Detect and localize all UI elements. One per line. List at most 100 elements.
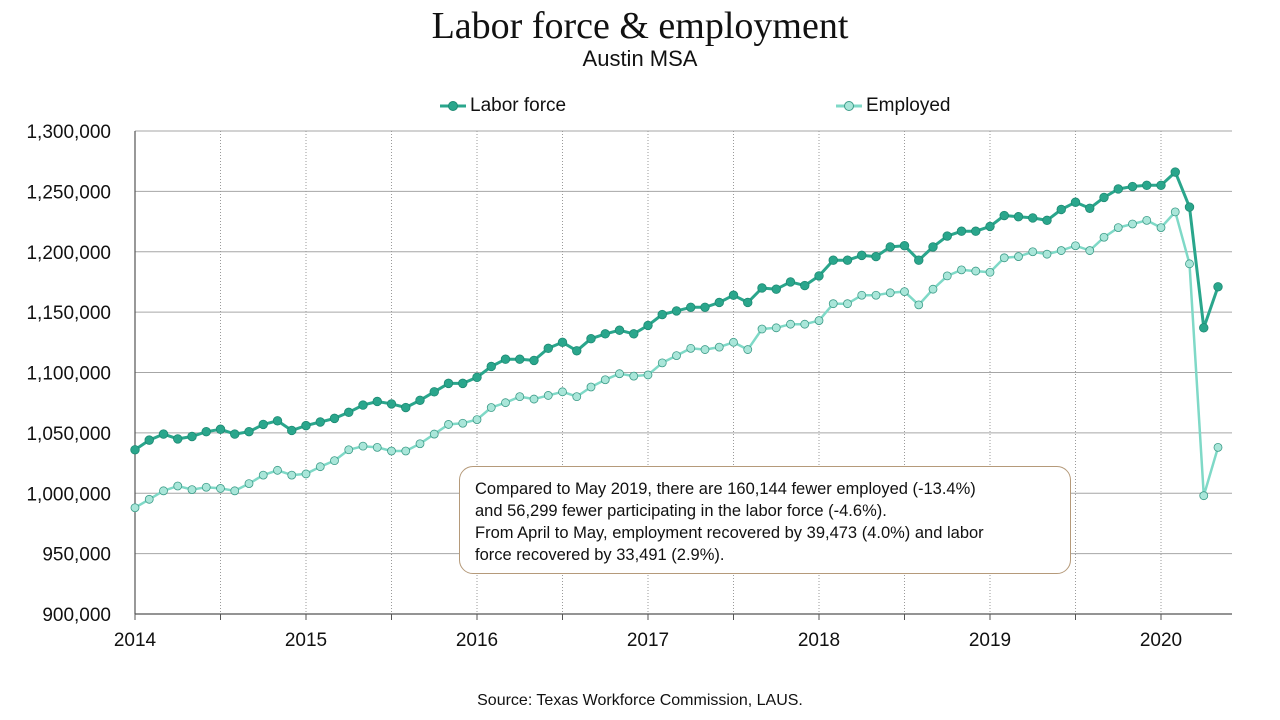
legend-marker-employed (836, 101, 862, 111)
data-point-employed (1071, 241, 1080, 251)
data-point-employed (130, 503, 140, 513)
x-tick-label: 2017 (627, 630, 669, 651)
data-point-labor-force (714, 297, 724, 308)
data-point-labor-force (130, 445, 140, 455)
data-point-employed (273, 465, 282, 475)
data-point-employed (1142, 215, 1152, 225)
data-point-employed (615, 369, 624, 379)
data-point-employed (1156, 223, 1166, 233)
data-point-labor-force (301, 420, 311, 431)
data-point-employed (657, 358, 667, 368)
data-point-labor-force (657, 309, 667, 320)
data-point-employed (586, 382, 596, 392)
data-point-labor-force (643, 320, 653, 331)
data-point-employed (572, 392, 582, 402)
data-point-employed (928, 284, 938, 294)
data-point-labor-force (1213, 282, 1223, 292)
data-point-labor-force (572, 346, 582, 356)
y-tick-label: 1,050,000 (26, 424, 111, 445)
data-point-labor-force (515, 354, 525, 364)
legend-marker-labor-force (440, 101, 466, 111)
data-point-labor-force (928, 242, 938, 252)
data-point-employed (1085, 246, 1095, 255)
data-point-employed (415, 439, 425, 449)
data-point-employed (700, 345, 710, 354)
legend-item-labor-force: Labor force (440, 95, 566, 117)
data-point-employed (1213, 442, 1223, 452)
data-point-employed (686, 343, 696, 353)
data-point-employed (786, 319, 795, 329)
data-point-labor-force (1199, 323, 1209, 333)
data-point-employed (344, 445, 354, 455)
source-note: Source: Texas Workforce Commission, LAUS… (477, 692, 803, 709)
data-point-labor-force (1042, 215, 1052, 226)
data-point-labor-force (743, 297, 753, 308)
data-point-employed (900, 287, 909, 296)
data-point-labor-force (1070, 197, 1081, 207)
data-point-labor-force (386, 399, 397, 409)
chart-subtitle: Austin MSA (582, 46, 698, 71)
data-point-labor-force (329, 413, 340, 424)
annotation-line-2: and 56,299 fewer participating in the la… (475, 502, 887, 520)
data-point-labor-force (614, 325, 625, 335)
data-point-employed (1185, 259, 1194, 269)
data-point-labor-force (358, 400, 368, 410)
data-point-employed (743, 345, 753, 354)
data-point-employed (1099, 232, 1109, 242)
annotation-line-3: From April to May, employment recovered … (475, 524, 984, 542)
data-point-labor-force (1127, 181, 1138, 192)
data-point-labor-force (1099, 192, 1109, 203)
data-point-labor-force (629, 329, 639, 339)
data-point-employed (159, 486, 168, 496)
data-point-employed (287, 470, 297, 480)
data-point-employed (1056, 246, 1066, 255)
data-point-labor-force (728, 290, 739, 300)
data-point-labor-force (757, 283, 767, 293)
data-point-employed (957, 265, 966, 275)
legend-label-employed: Employed (866, 95, 951, 116)
data-point-labor-force (529, 355, 539, 366)
x-tick-label: 2016 (456, 630, 498, 651)
data-point-employed (814, 316, 824, 325)
data-point-labor-force (1113, 184, 1123, 194)
data-point-labor-force (671, 306, 682, 316)
data-point-labor-force (486, 361, 496, 372)
data-point-labor-force (201, 426, 211, 437)
data-point-labor-force (1085, 203, 1095, 213)
data-point-labor-force (557, 337, 568, 348)
data-point-employed (330, 456, 339, 466)
data-point-labor-force (187, 431, 197, 442)
y-tick-label: 1,200,000 (26, 243, 111, 264)
data-point-employed (843, 299, 852, 309)
data-point-labor-force (771, 284, 781, 294)
data-point-employed (543, 391, 553, 400)
data-point-labor-force (244, 426, 254, 437)
data-point-employed (857, 290, 867, 300)
data-point-employed (914, 300, 924, 310)
data-point-employed (401, 446, 411, 456)
data-point-labor-force (472, 372, 482, 383)
legend-item-employed: Employed (836, 95, 951, 117)
data-point-employed (144, 494, 154, 504)
data-point-employed (372, 442, 382, 452)
data-point-employed (871, 290, 881, 300)
data-point-labor-force (914, 255, 924, 265)
data-point-employed (486, 403, 496, 412)
data-point-employed (387, 446, 396, 456)
data-point-labor-force (800, 280, 810, 291)
data-point-labor-force (230, 429, 240, 439)
data-point-employed (757, 324, 767, 334)
data-point-employed (1014, 252, 1023, 261)
data-point-employed (1170, 207, 1180, 217)
data-point-employed (216, 484, 225, 493)
data-point-employed (885, 288, 895, 298)
data-point-labor-force (500, 354, 511, 364)
data-point-employed (515, 392, 525, 402)
data-point-labor-force (543, 343, 553, 354)
annotation-line-1: Compared to May 2019, there are 160,144 … (475, 480, 976, 498)
y-tick-label: 1,300,000 (26, 122, 111, 143)
x-tick-label: 2020 (1140, 630, 1182, 651)
data-point-employed (258, 470, 268, 480)
data-point-employed (942, 271, 952, 281)
y-tick-label: 1,150,000 (26, 303, 111, 324)
